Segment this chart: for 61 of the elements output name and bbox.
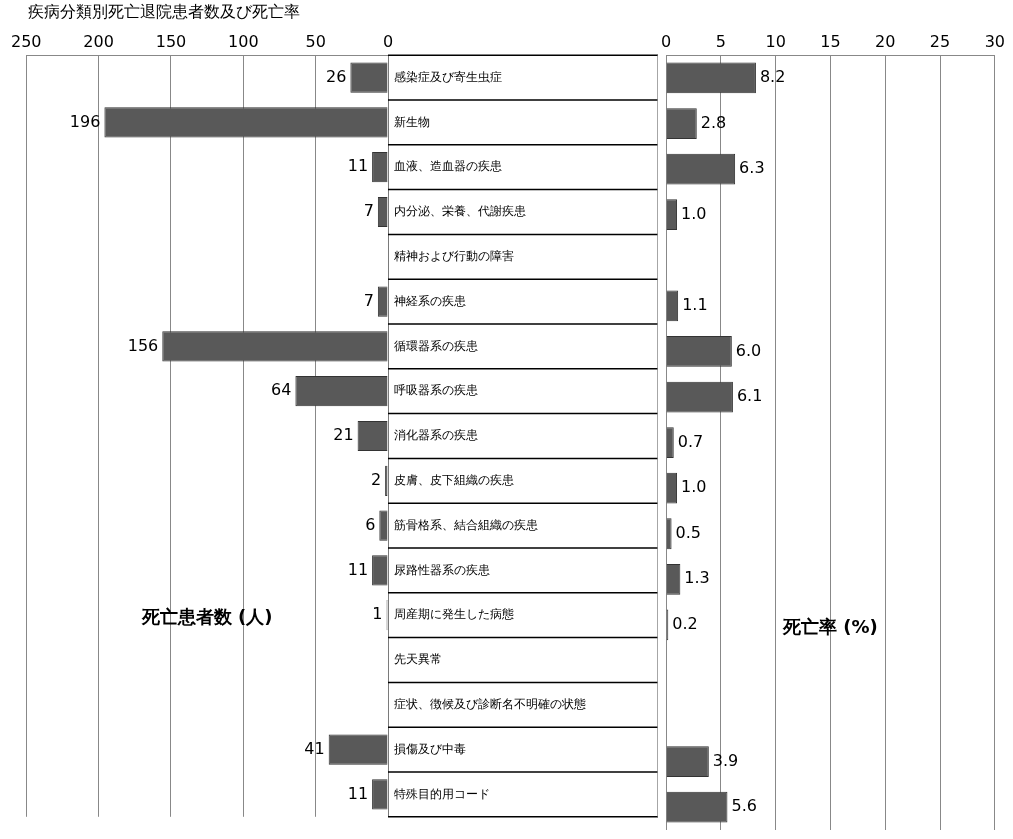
data-label: 156 [127, 335, 159, 355]
data-label: 41 [304, 738, 325, 758]
y-tick-label: 内分泌、栄養、代謝疾患 [394, 204, 526, 219]
y-tick-label: 尿路性器系の疾患 [394, 562, 490, 577]
x-tick-label: 0 [661, 31, 672, 51]
y-tick-label: 症状、徴候及び診断名不明確の状態 [394, 696, 586, 711]
data-label: 2.8 [700, 112, 727, 132]
data-label: 5.6 [731, 796, 757, 816]
data-label: 1 [372, 604, 383, 624]
y-tick-label: 筋骨格系、結合組織の疾患 [394, 517, 538, 532]
data-label: 6 [365, 514, 376, 534]
data-label: 7 [363, 201, 374, 221]
x-tick-label: 50 [305, 31, 326, 51]
y-tick-label: 血液、造血器の疾患 [394, 159, 502, 174]
y-tick-label: 循環器系の疾患 [394, 338, 478, 353]
x-axis-title: 死亡患者数 (人) [140, 606, 273, 628]
data-label: 26 [326, 66, 347, 86]
data-label: 11 [347, 156, 369, 176]
data-label: 6.3 [739, 158, 765, 178]
x-tick-label: 10 [765, 31, 786, 51]
y-tick-label: 皮膚、皮下組織の疾患 [394, 472, 514, 487]
x-tick-label: 30 [984, 31, 1005, 51]
x-tick-label: 250 [11, 31, 42, 51]
x-tick-label: 100 [228, 31, 259, 51]
y-tick-label: 呼吸器系の疾患 [394, 383, 478, 398]
data-label: 2 [370, 469, 382, 489]
data-label: 1.0 [681, 477, 707, 497]
data-label: 6.1 [736, 386, 763, 406]
x-tick-label: 150 [155, 31, 187, 51]
data-label: 0.7 [677, 431, 704, 451]
data-label: 64 [271, 380, 292, 400]
x-tick-label: 200 [83, 31, 114, 51]
y-tick-label: 精神および行動の障害 [394, 248, 514, 263]
y-tick-label: 特殊目的用コード [394, 786, 490, 801]
x-tick-label: 5 [715, 31, 726, 51]
data-label: 1.3 [684, 568, 710, 588]
data-label: 11 [347, 783, 369, 803]
x-tick-label: 15 [820, 31, 841, 51]
data-label: 1.1 [682, 295, 708, 315]
x-tick-label: 25 [929, 31, 951, 51]
data-label: 6.0 [735, 340, 762, 360]
y-tick-label: 周産期に発生した病態 [394, 607, 514, 622]
y-tick-label: 消化器系の疾患 [394, 428, 478, 443]
data-label: 1.0 [681, 203, 707, 223]
y-tick-label: 損傷及び中毒 [394, 741, 466, 756]
data-label: 21 [333, 425, 354, 445]
chart-title: 疾病分類別死亡退院患者数及び死亡率 [28, 2, 300, 23]
data-label: 8.2 [759, 67, 786, 87]
x-axis-title: 死亡率 (%) [782, 616, 878, 638]
data-label: 0.2 [672, 614, 698, 634]
x-tick-label: 20 [875, 31, 896, 51]
data-label: 0.5 [675, 522, 702, 542]
x-tick-label: 0 [382, 31, 394, 51]
data-label: 196 [69, 111, 101, 131]
y-tick-label: 新生物 [394, 114, 430, 129]
data-label: 3.9 [712, 750, 739, 770]
y-tick-label: 感染症及び寄生虫症 [394, 69, 502, 84]
data-label: 11 [347, 559, 369, 579]
data-label: 7 [363, 290, 374, 310]
y-tick-label: 先天異常 [394, 652, 442, 667]
y-tick-label: 神経系の疾患 [394, 293, 466, 308]
